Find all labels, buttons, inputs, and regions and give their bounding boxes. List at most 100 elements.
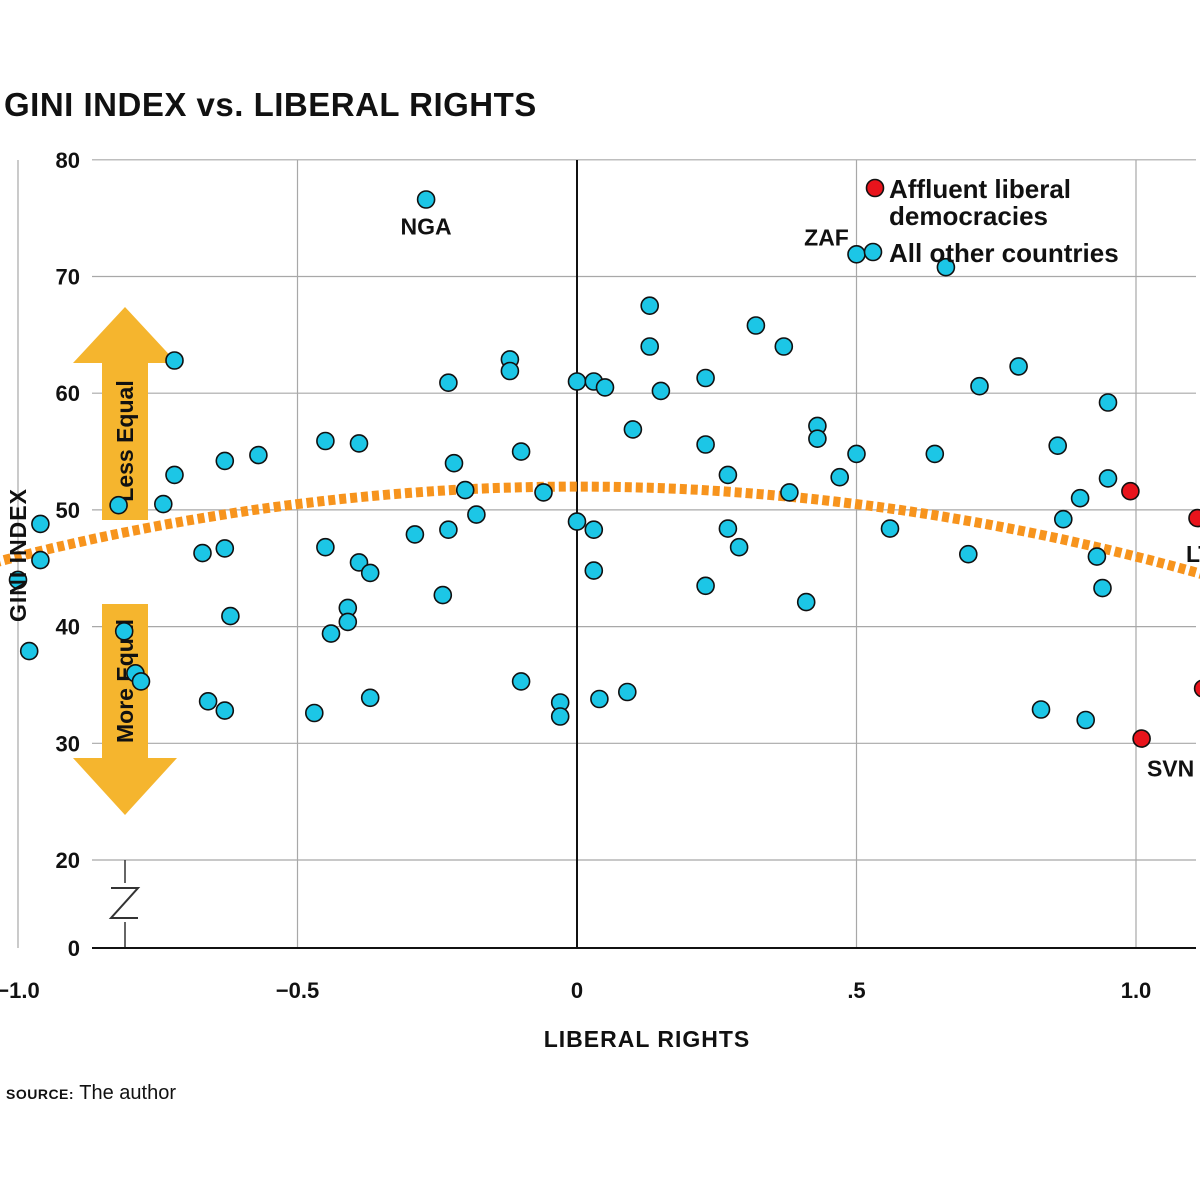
other-point (590, 689, 609, 709)
other-point (718, 519, 738, 538)
other-point (925, 444, 945, 464)
country-label-ltu: LTU (1186, 541, 1200, 567)
other-point (1087, 547, 1107, 566)
other-point (114, 621, 134, 641)
source-label: SOURCE: (6, 1086, 75, 1102)
country-label-svn: SVN (1147, 756, 1194, 782)
x-tick-label: 0 (571, 978, 583, 1003)
trend-line (0, 481, 1200, 579)
trend-curve (0, 481, 1200, 579)
other-point (321, 624, 341, 643)
other-point (617, 682, 637, 702)
other-point (31, 550, 50, 570)
other-point (455, 480, 475, 500)
other-point (349, 434, 369, 453)
country-label-zaf: ZAF (804, 224, 849, 250)
other-point (584, 520, 604, 540)
other-point (796, 592, 816, 612)
legend-other-label: All other countries (889, 238, 1119, 268)
legend-affluent-label-line2: democracies (889, 201, 1048, 231)
other-point (936, 257, 956, 277)
y-tick-label: 80 (56, 148, 80, 173)
y-tick-label: 20 (56, 848, 80, 873)
other-point (249, 445, 268, 465)
other-point (584, 561, 604, 580)
other-point (808, 429, 827, 449)
y-tick-label: 50 (56, 498, 80, 523)
chart-title: GINI INDEX vs. LIBERAL RIGHTS (4, 86, 537, 123)
affluent-point (1132, 729, 1151, 748)
other-point (165, 351, 184, 370)
other-point (360, 688, 380, 708)
grid (17, 159, 1196, 948)
other-point (316, 537, 335, 557)
other-point (165, 465, 184, 485)
legend-affluent-label-line1: Affluent liberal (889, 174, 1071, 204)
other-point (467, 505, 486, 524)
other-point (958, 544, 978, 564)
other-point (774, 337, 794, 356)
other-point (880, 519, 900, 538)
other-point (416, 190, 436, 209)
other-point (696, 368, 715, 388)
other-point (405, 525, 425, 544)
source-text: The author (74, 1082, 176, 1104)
source-note: SOURCE: The author (6, 1082, 176, 1105)
other-point (193, 543, 212, 563)
y-axis-title: GINI INDEX (5, 488, 31, 622)
y-tick-label: 30 (56, 731, 80, 756)
other-point (439, 373, 458, 393)
other-point (304, 703, 324, 723)
other-point (1098, 469, 1118, 488)
other-point (696, 435, 715, 454)
other-point (1070, 488, 1090, 508)
data-points (8, 190, 1200, 748)
other-point (623, 420, 643, 439)
other-point (534, 483, 553, 502)
other-point (1048, 436, 1067, 456)
other-point (221, 606, 240, 626)
other-point (31, 514, 50, 534)
other-point (19, 641, 39, 661)
x-tick-label: .5 (847, 978, 865, 1003)
affluent-point (1193, 679, 1200, 698)
other-point (500, 361, 520, 381)
other-point (847, 444, 866, 464)
other-point (511, 442, 531, 461)
other-point (215, 701, 235, 720)
other-point (433, 585, 453, 605)
other-point (1076, 710, 1095, 730)
country-labels: SWZNGAZAFKHMIRNUSALTUPRTBELSVNDNKNOR (401, 213, 1200, 782)
y-tick-label: 40 (56, 615, 80, 640)
y-tick-label: 70 (56, 265, 80, 290)
other-point (349, 553, 369, 572)
break-zigzag (108, 887, 141, 919)
axis-break (108, 860, 141, 948)
y-tick-label: 60 (56, 381, 80, 406)
x-tick-label: 1.0 (1121, 978, 1152, 1003)
other-point (640, 296, 660, 316)
x-tick-label: −1.0 (0, 978, 40, 1003)
arrow-down-icon (73, 604, 177, 815)
other-point (1031, 700, 1051, 719)
other-point (316, 431, 335, 451)
other-point (215, 539, 235, 558)
other-point (154, 494, 173, 514)
affluent-point (1188, 508, 1200, 528)
arrow-up-icon (73, 307, 177, 520)
other-point (651, 381, 671, 401)
affluent-point (1121, 481, 1140, 501)
other-point (198, 691, 218, 711)
other-point (780, 483, 799, 502)
other-point (567, 512, 587, 531)
country-label-nga: NGA (401, 213, 452, 239)
other-point (640, 337, 660, 356)
x-axis-title: LIBERAL RIGHTS (544, 1026, 751, 1052)
legend-other-swatch (863, 242, 883, 262)
other-point (131, 672, 151, 691)
other-point (444, 453, 464, 473)
other-point (746, 316, 766, 335)
